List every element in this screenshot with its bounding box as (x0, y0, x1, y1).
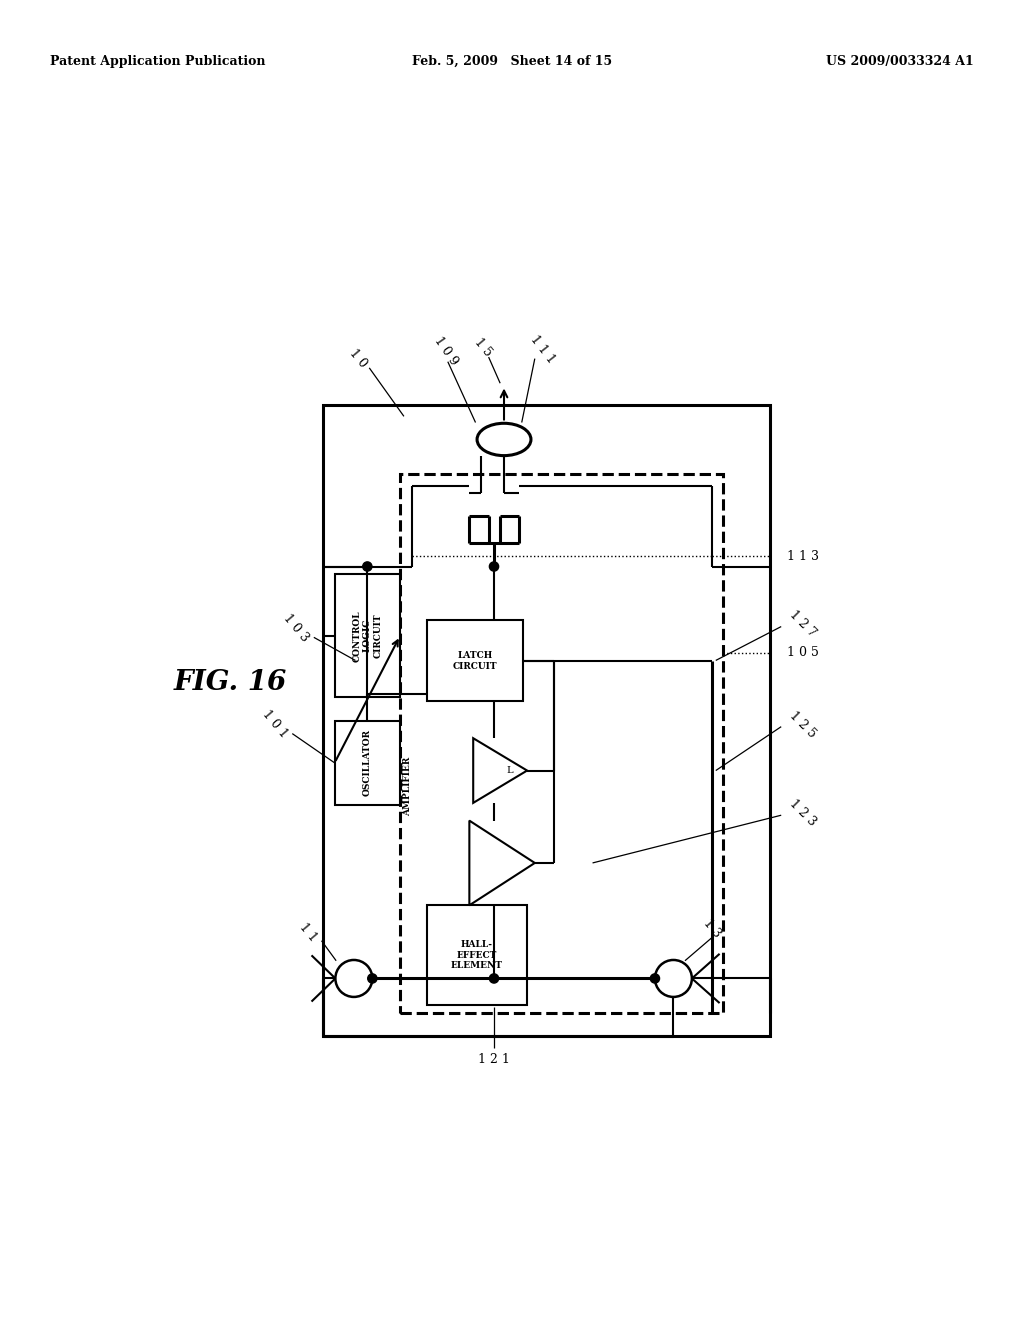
Text: 1 2 7: 1 2 7 (786, 609, 818, 640)
Text: US 2009/0033324 A1: US 2009/0033324 A1 (826, 55, 974, 69)
Text: OSCILLATOR: OSCILLATOR (362, 730, 372, 796)
Text: L: L (507, 766, 513, 775)
Text: 1 1: 1 1 (296, 920, 319, 944)
Text: CONTROL
LOGIC
CIRCUIT: CONTROL LOGIC CIRCUIT (352, 610, 382, 661)
Circle shape (650, 974, 659, 983)
Text: 1 2 5: 1 2 5 (786, 709, 818, 741)
Circle shape (362, 562, 372, 572)
FancyBboxPatch shape (335, 721, 400, 805)
Ellipse shape (477, 424, 531, 455)
Circle shape (336, 960, 373, 997)
Circle shape (368, 974, 377, 983)
Text: 1 0: 1 0 (346, 347, 369, 371)
FancyBboxPatch shape (323, 405, 770, 1036)
Polygon shape (473, 738, 527, 803)
Text: 1 0 3: 1 0 3 (281, 611, 311, 644)
Text: 1 1 3: 1 1 3 (786, 550, 818, 564)
Text: 1 5: 1 5 (472, 335, 495, 359)
Circle shape (489, 562, 499, 572)
Text: 1 0 5: 1 0 5 (786, 647, 818, 659)
Text: HALL-
EFFECT
ELEMENT: HALL- EFFECT ELEMENT (451, 940, 503, 970)
Circle shape (489, 974, 499, 983)
Text: 1 3: 1 3 (700, 916, 723, 940)
Circle shape (655, 960, 692, 997)
FancyBboxPatch shape (427, 906, 527, 1006)
Text: 1 0 9: 1 0 9 (432, 334, 461, 368)
Polygon shape (469, 821, 535, 906)
Text: LATCH
CIRCUIT: LATCH CIRCUIT (453, 651, 498, 671)
Text: Patent Application Publication: Patent Application Publication (50, 55, 265, 69)
Text: 1 0 1: 1 0 1 (260, 708, 291, 741)
Text: FIG. 16: FIG. 16 (174, 668, 288, 696)
FancyBboxPatch shape (400, 474, 724, 1014)
FancyBboxPatch shape (427, 620, 523, 701)
Text: 1 2 1: 1 2 1 (478, 1053, 510, 1065)
Text: AMPLIFIER: AMPLIFIER (403, 756, 413, 816)
Text: 1 2 3: 1 2 3 (786, 797, 818, 829)
Text: 1 1 1: 1 1 1 (527, 333, 557, 366)
FancyBboxPatch shape (335, 574, 400, 697)
Text: Feb. 5, 2009 Sheet 14 of 15: Feb. 5, 2009 Sheet 14 of 15 (412, 55, 612, 69)
